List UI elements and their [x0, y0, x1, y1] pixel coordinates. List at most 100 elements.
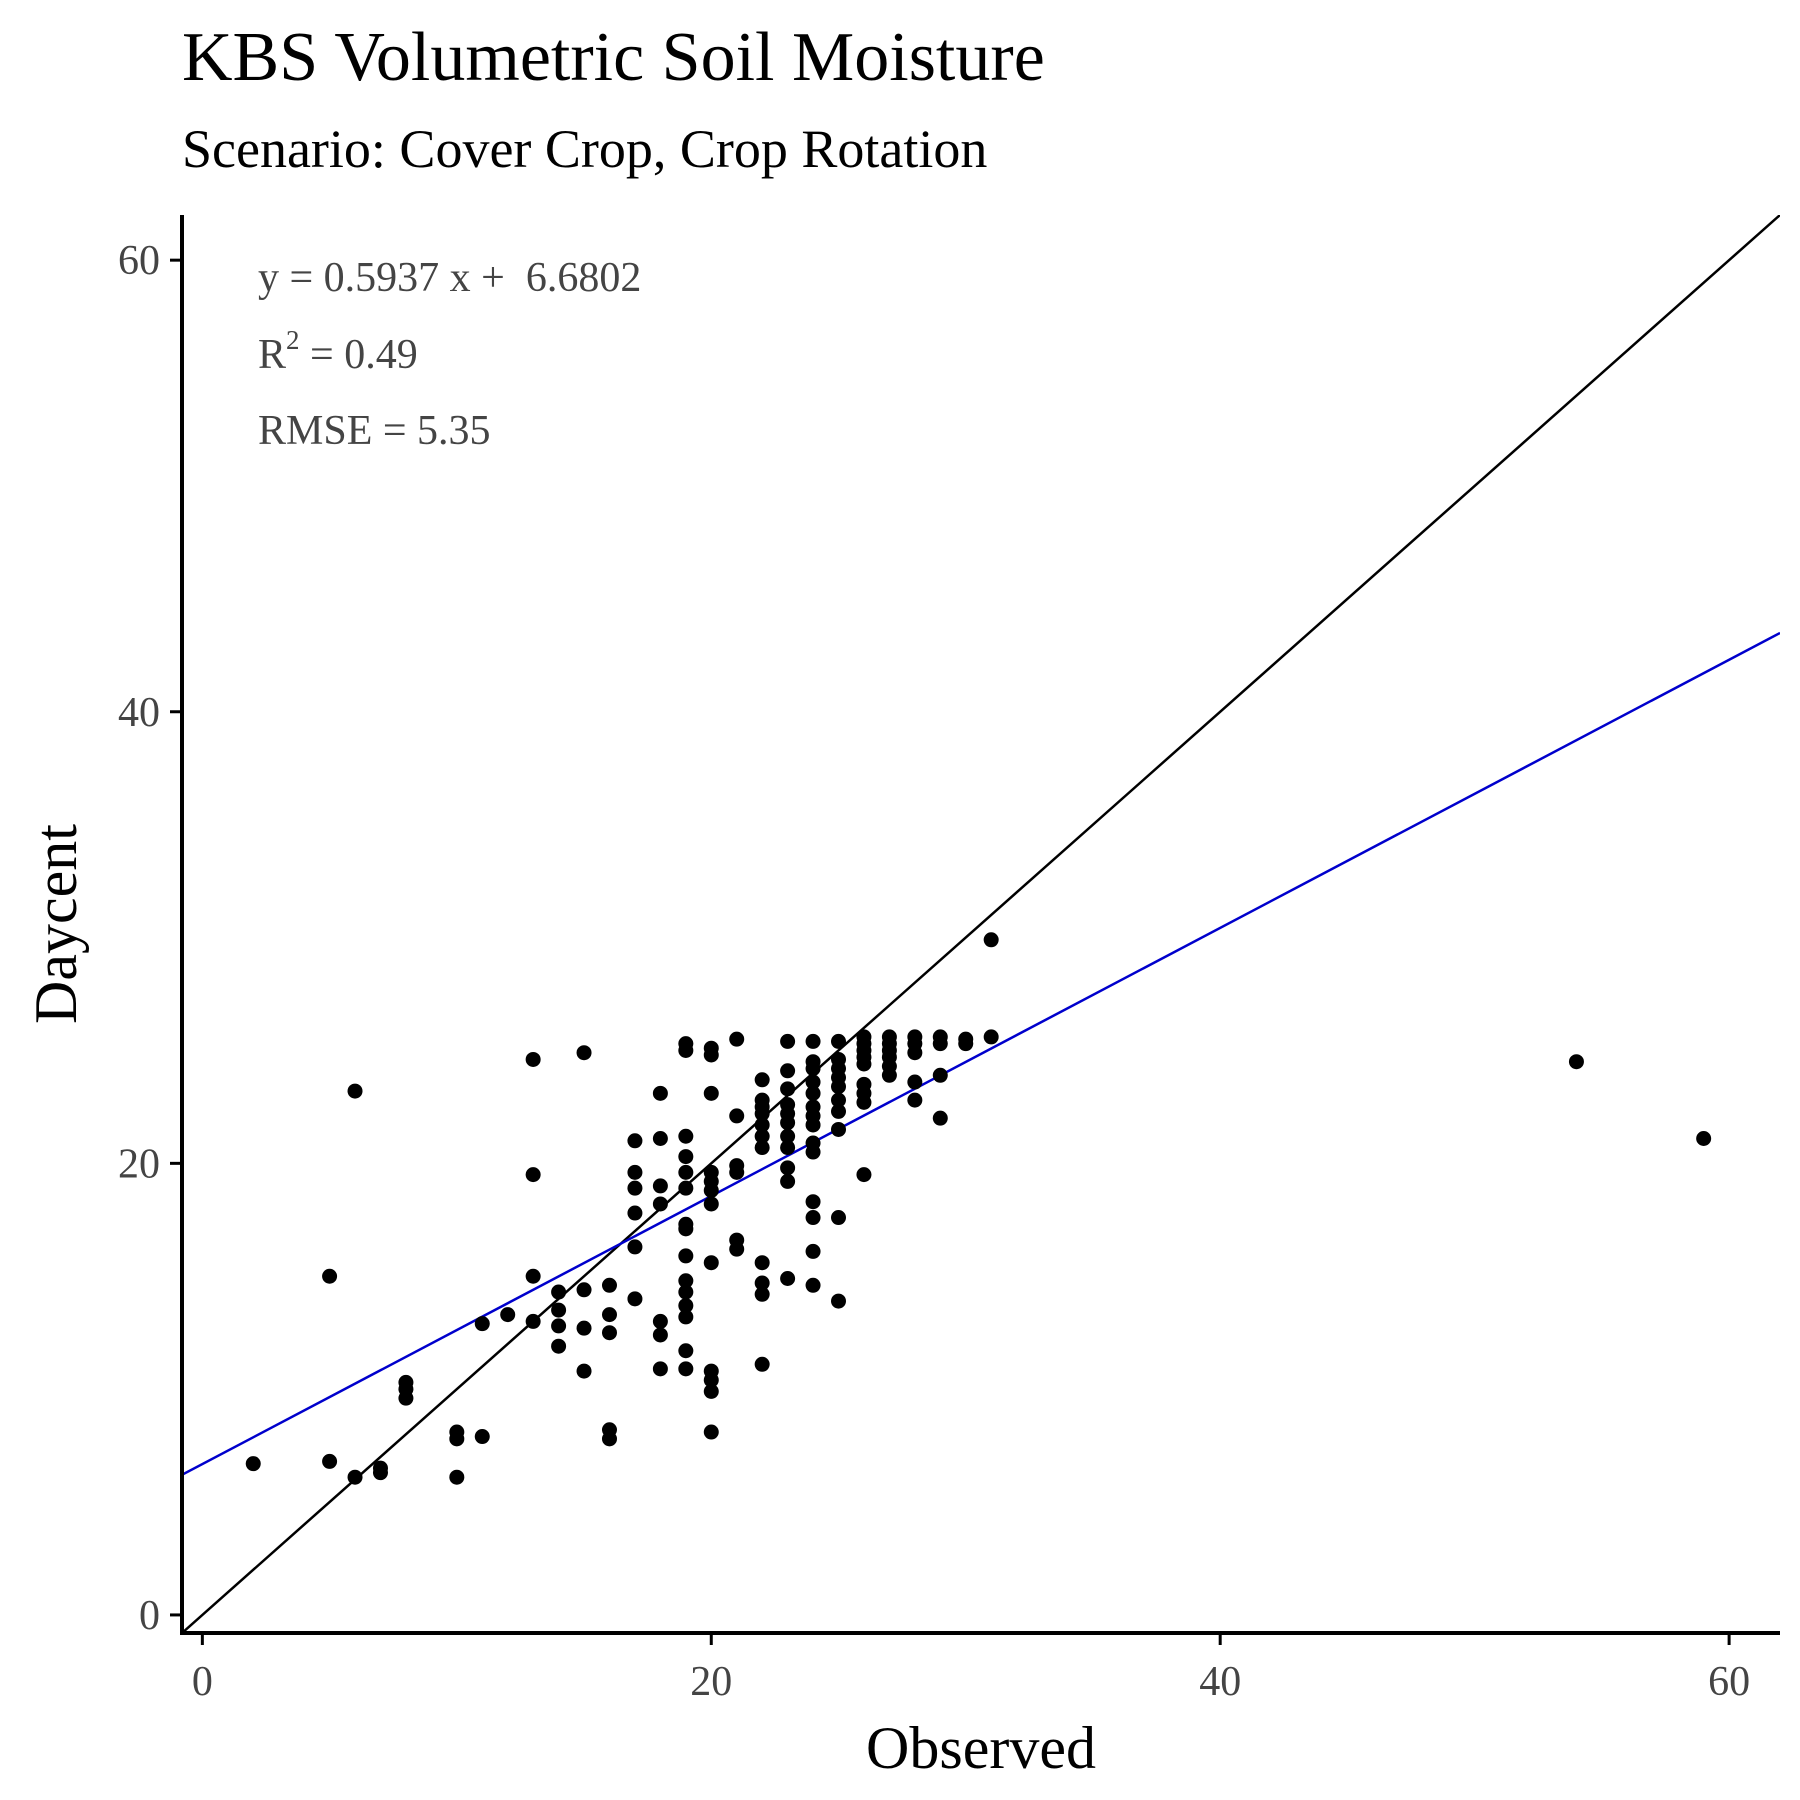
data-point	[1568, 1054, 1584, 1070]
data-point	[831, 1033, 847, 1049]
data-point	[601, 1325, 617, 1341]
data-point	[398, 1374, 414, 1390]
data-point	[500, 1307, 516, 1323]
data-point	[678, 1343, 694, 1359]
data-point	[805, 1085, 821, 1101]
data-point	[601, 1277, 617, 1293]
x-tick-label: 40	[1199, 1659, 1241, 1705]
data-point	[805, 1061, 821, 1077]
data-point	[652, 1178, 668, 1194]
y-tick-label: 60	[118, 238, 160, 284]
data-point	[449, 1424, 465, 1440]
data-point	[780, 1081, 796, 1097]
data-point	[856, 1056, 872, 1072]
data-point	[576, 1282, 592, 1298]
data-point	[678, 1128, 694, 1144]
regression-line	[182, 631, 1780, 1476]
x-tick-label: 0	[192, 1659, 213, 1705]
chart-subtitle: Scenario: Cover Crop, Crop Rotation	[182, 119, 988, 179]
data-point	[525, 1313, 541, 1329]
data-point	[881, 1067, 897, 1083]
x-tick-label: 60	[1708, 1659, 1750, 1705]
data-point	[652, 1313, 668, 1329]
data-point	[754, 1117, 770, 1133]
data-points	[245, 932, 1712, 1485]
data-point	[754, 1106, 770, 1122]
data-point	[805, 1243, 821, 1259]
data-point	[703, 1372, 719, 1388]
data-point	[627, 1205, 643, 1221]
data-point	[652, 1131, 668, 1147]
data-point	[678, 1180, 694, 1196]
data-point	[831, 1092, 847, 1108]
data-point	[932, 1110, 948, 1126]
data-point	[729, 1031, 745, 1047]
data-point	[678, 1149, 694, 1165]
data-point	[907, 1045, 923, 1061]
data-point	[754, 1128, 770, 1144]
data-point	[831, 1121, 847, 1137]
data-point	[678, 1164, 694, 1180]
data-point	[474, 1316, 490, 1332]
data-point	[780, 1173, 796, 1189]
data-point	[627, 1291, 643, 1307]
data-point	[245, 1456, 261, 1472]
data-point	[576, 1045, 592, 1061]
data-point	[703, 1255, 719, 1271]
data-point	[525, 1051, 541, 1067]
data-point	[754, 1072, 770, 1088]
data-point	[601, 1307, 617, 1323]
data-point	[652, 1085, 668, 1101]
data-point	[678, 1221, 694, 1237]
data-point	[347, 1083, 363, 1099]
data-point	[754, 1286, 770, 1302]
data-point	[322, 1268, 338, 1284]
data-point	[958, 1036, 974, 1052]
data-point	[805, 1033, 821, 1049]
y-tick-label: 20	[118, 1141, 160, 1187]
data-point	[703, 1424, 719, 1440]
chart-title: KBS Volumetric Soil Moisture	[182, 19, 1045, 96]
data-point	[678, 1042, 694, 1058]
data-point	[678, 1248, 694, 1264]
data-point	[831, 1103, 847, 1119]
data-point	[322, 1453, 338, 1469]
data-point	[856, 1094, 872, 1110]
data-point	[551, 1302, 567, 1318]
data-point	[780, 1115, 796, 1131]
data-point	[678, 1298, 694, 1314]
data-point	[932, 1036, 948, 1052]
one-to-one-line	[182, 215, 1780, 1633]
data-point	[576, 1320, 592, 1336]
data-point	[983, 1029, 999, 1045]
data-point	[754, 1275, 770, 1291]
y-tick-label: 0	[139, 1593, 160, 1639]
axes	[180, 215, 1780, 1635]
data-point	[627, 1133, 643, 1149]
data-point	[805, 1144, 821, 1160]
data-point	[703, 1182, 719, 1198]
data-point	[754, 1356, 770, 1372]
data-point	[729, 1241, 745, 1257]
data-point	[347, 1469, 363, 1485]
axis-ticks: 0 20 40 60 0 20 40 60	[118, 238, 1750, 1705]
data-point	[907, 1092, 923, 1108]
data-point	[703, 1085, 719, 1101]
data-point	[627, 1180, 643, 1196]
y-tick-label: 40	[118, 690, 160, 736]
data-point	[856, 1167, 872, 1183]
data-point	[652, 1327, 668, 1343]
data-point	[780, 1063, 796, 1079]
data-point	[449, 1469, 465, 1485]
data-point	[703, 1047, 719, 1063]
data-point	[805, 1194, 821, 1210]
data-point	[805, 1210, 821, 1226]
data-point	[831, 1293, 847, 1309]
data-point	[932, 1067, 948, 1083]
data-point	[525, 1167, 541, 1183]
data-point	[1696, 1131, 1712, 1147]
y-axis-label: Daycent	[23, 824, 89, 1024]
data-point	[576, 1363, 592, 1379]
